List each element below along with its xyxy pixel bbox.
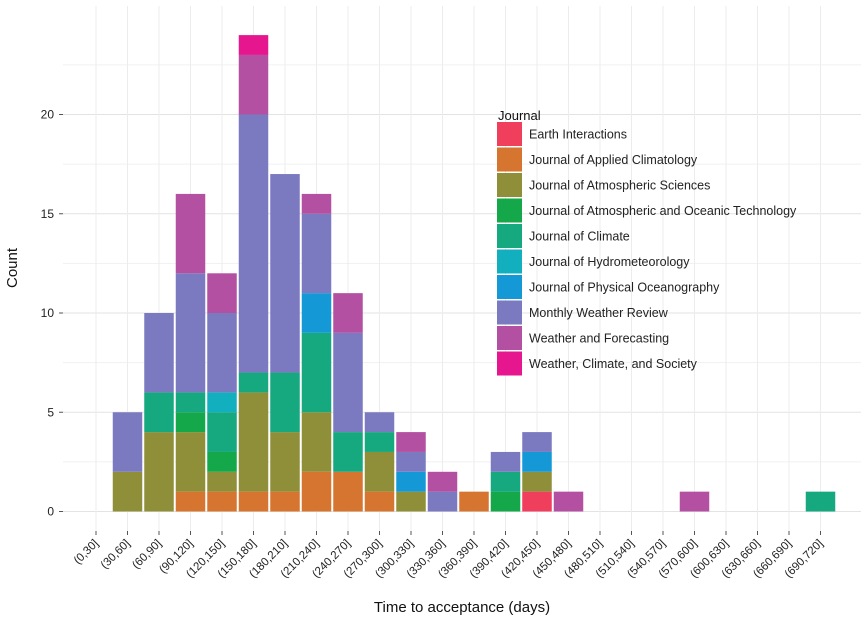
bar-segment xyxy=(144,432,174,512)
legend-label: Journal of Applied Climatology xyxy=(529,153,698,167)
bar-segment xyxy=(333,332,363,433)
legend-title: Journal xyxy=(498,108,541,123)
bar-segment xyxy=(207,273,237,313)
bar-segment xyxy=(238,372,269,393)
bar-segment xyxy=(175,412,206,433)
x-tick-label: (30,60] xyxy=(99,538,133,572)
bar-segment xyxy=(238,392,269,492)
y-axis-ticks: 0 5 10 15 20 xyxy=(41,108,63,519)
y-tick-label: 10 xyxy=(41,306,55,320)
bar-segment xyxy=(522,451,552,472)
bar-segment xyxy=(522,491,552,512)
legend-key xyxy=(497,326,522,350)
x-axis-title: Time to acceptance (days) xyxy=(374,599,550,616)
legend-key xyxy=(497,275,522,299)
bar-segment xyxy=(679,491,710,512)
bar-segment xyxy=(207,451,237,472)
legend-label: Weather and Forecasting xyxy=(529,332,669,346)
bar-segment xyxy=(427,491,458,512)
legend-key xyxy=(497,173,522,197)
legend-label: Weather, Climate, and Society xyxy=(529,357,698,371)
bar-segment xyxy=(270,491,300,512)
legend-key xyxy=(497,300,522,325)
bar-segment xyxy=(490,471,521,492)
bar-segment xyxy=(301,412,332,472)
bar-segment xyxy=(144,313,174,393)
bar-segment xyxy=(490,451,521,472)
bar-segment xyxy=(207,412,237,452)
bars xyxy=(112,35,836,512)
legend-key xyxy=(497,147,522,172)
bar-segment xyxy=(238,114,269,373)
bar-segment xyxy=(301,213,332,294)
bar-segment xyxy=(270,372,300,433)
bar-segment xyxy=(805,491,836,512)
legend-label: Journal of Atmospheric and Oceanic Techn… xyxy=(529,204,797,218)
y-tick-label: 5 xyxy=(47,405,54,419)
x-axis-ticks: (0,30](30,60](60,90](90,120](120,150](15… xyxy=(72,531,826,580)
bar-segment xyxy=(175,432,206,492)
bar-segment xyxy=(144,392,174,433)
legend-key xyxy=(497,198,522,223)
legend-key xyxy=(497,224,522,248)
bar-segment xyxy=(427,471,458,492)
bar-segment xyxy=(112,412,143,472)
bar-segment xyxy=(396,491,426,512)
bar-segment xyxy=(175,193,206,274)
bar-segment xyxy=(301,193,332,214)
legend-label: Journal of Climate xyxy=(529,230,630,244)
y-tick-label: 15 xyxy=(41,207,55,221)
bar-segment xyxy=(207,313,237,393)
y-tick-label: 0 xyxy=(47,505,54,519)
legend-label: Journal of Atmospheric Sciences xyxy=(529,179,710,193)
bar-segment xyxy=(553,491,584,512)
bar-segment xyxy=(522,471,552,492)
bar-segment xyxy=(396,432,426,452)
bar-segment xyxy=(522,432,552,452)
y-tick-label: 20 xyxy=(41,108,55,122)
bar-segment xyxy=(207,392,237,413)
bar-segment xyxy=(396,451,426,472)
legend-label: Journal of Hydrometeorology xyxy=(529,255,690,269)
bar-segment xyxy=(175,392,206,413)
legend-label: Monthly Weather Review xyxy=(529,306,669,320)
bar-segment xyxy=(396,471,426,492)
bar-segment xyxy=(364,412,395,433)
bar-segment xyxy=(301,293,332,333)
legend-label: Journal of Physical Oceanography xyxy=(529,281,720,295)
bar-segment xyxy=(175,273,206,393)
legend: Journal Earth Interactions Journal of App… xyxy=(497,108,797,376)
bar-segment xyxy=(301,471,332,512)
bar-segment xyxy=(207,471,237,492)
bar-segment xyxy=(238,54,269,115)
bar-segment xyxy=(364,432,395,452)
x-tick-label: (0,30] xyxy=(72,538,101,567)
bar-segment xyxy=(364,451,395,492)
bar-segment xyxy=(333,471,363,512)
bar-segment xyxy=(364,491,395,512)
bar-segment xyxy=(301,332,332,413)
legend-key xyxy=(497,122,522,146)
bar-segment xyxy=(238,491,269,512)
bar-segment xyxy=(207,491,237,512)
bar-segment xyxy=(270,432,300,492)
bar-segment xyxy=(270,174,300,373)
y-axis-title: Count xyxy=(4,247,21,288)
legend-key xyxy=(497,249,522,274)
legend-key xyxy=(497,351,522,376)
legend-label: Earth Interactions xyxy=(529,128,627,142)
bar-segment xyxy=(333,432,363,472)
bar-segment xyxy=(459,491,489,512)
bar-segment xyxy=(238,35,269,55)
bar-segment xyxy=(490,491,521,512)
bar-segment xyxy=(112,471,143,512)
bar-segment xyxy=(333,293,363,333)
bar-segment xyxy=(175,491,206,512)
